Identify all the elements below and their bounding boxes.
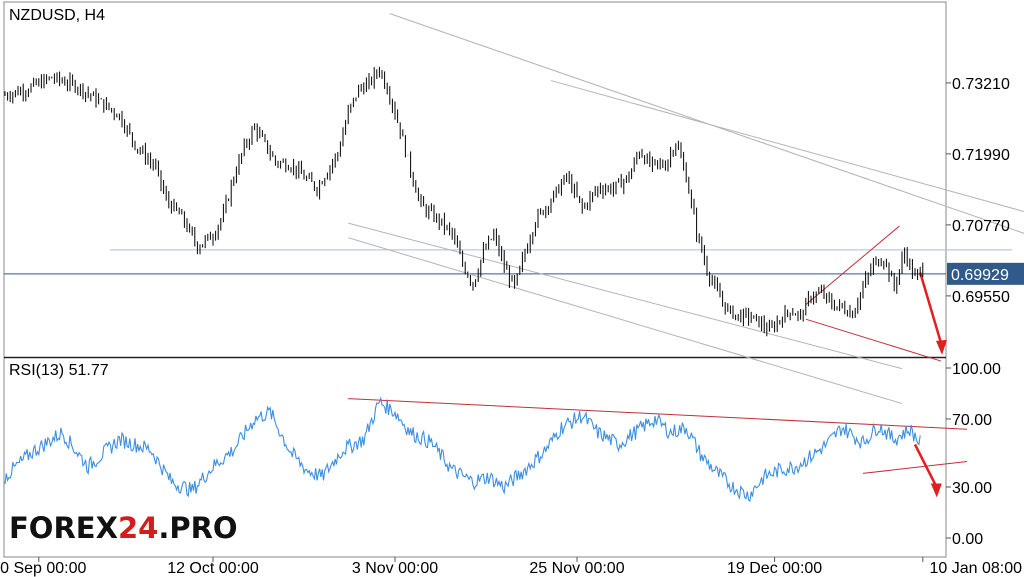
trend-line-channel-inner: [550, 80, 1024, 213]
trend-line-wedge-top: [805, 225, 900, 306]
price-candles: [4, 66, 924, 337]
rsi-axis: 100.00 70.00 30.00 0.00: [946, 361, 1001, 548]
time-tick-label: 20 Sep 00:00: [0, 560, 86, 577]
price-axis: 0.73210 0.71990 0.70770 0.69550: [946, 76, 1010, 306]
current-price-badge-box: [947, 262, 1024, 285]
trend-line-channel-top: [389, 13, 1024, 234]
forex24-logo: FOREX24.PRO: [9, 511, 238, 545]
symbol-timeframe-label: NZDUSD, H4: [9, 7, 105, 24]
chart-frame: [3, 1, 947, 558]
trend-line-channel-bottom-2: [348, 237, 903, 405]
price-tick-label: 0.71990: [952, 147, 1010, 164]
time-tick-label: 12 Oct 00:00: [167, 560, 259, 577]
rsi-tick-label: 30.00: [952, 480, 992, 497]
rsi-indicator-label: RSI(13) 51.77: [9, 362, 109, 379]
rsi-line: [4, 396, 921, 503]
price-arrow-down: [919, 272, 943, 344]
price-tick-label: 0.73210: [952, 76, 1010, 93]
time-tick-label: 19 Dec 00:00: [727, 560, 822, 577]
rsi-tick-label: 100.00: [952, 361, 1001, 378]
price-arrow-head: [936, 339, 947, 355]
time-tick-label: 10 Jan 08:00: [929, 560, 1022, 577]
rsi-trend-support: [862, 461, 968, 474]
time-tick-label: 25 Nov 00:00: [529, 560, 624, 577]
rsi-arrow-head: [930, 483, 942, 498]
rsi-trend-lines: [348, 398, 968, 498]
time-axis: 20 Sep 00:00 12 Oct 00:00 3 Nov 00:00 25 No…: [0, 557, 1022, 577]
price-tick-label: 0.69550: [952, 289, 1010, 306]
rsi-tick-label: 0.00: [952, 531, 983, 548]
price-trend-lines: [4, 13, 1024, 405]
time-tick-label: 3 Nov 00:00: [352, 560, 438, 577]
watermark-logo-text: FOREX24.PRO: [9, 511, 238, 545]
rsi-trend-resistance: [348, 398, 968, 430]
current-price-label: 0.69929: [951, 267, 1009, 284]
price-tick-label: 0.70770: [952, 218, 1010, 235]
rsi-arrow-down: [913, 443, 937, 487]
current-price-badge: 0.69929: [947, 262, 1024, 285]
trend-line-wedge-bottom: [805, 318, 942, 362]
trend-line-channel-bottom-1: [348, 222, 903, 370]
rsi-tick-label: 70.00: [952, 412, 992, 429]
